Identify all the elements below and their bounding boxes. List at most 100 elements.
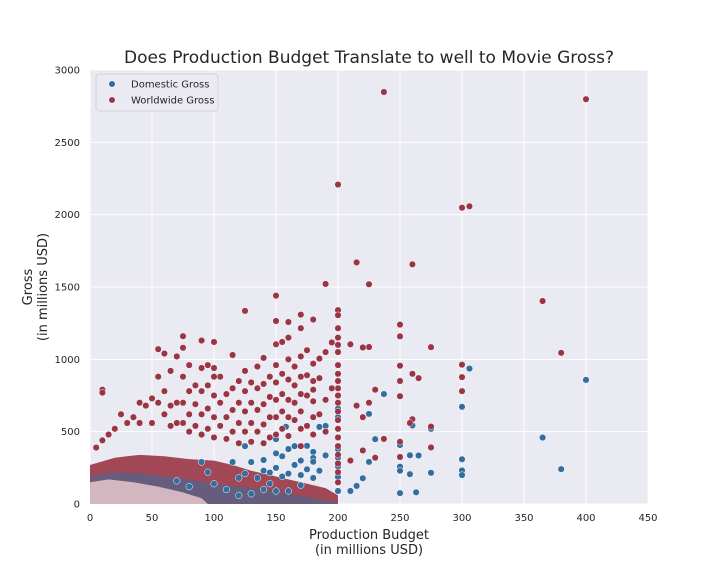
worldwide-gross-point xyxy=(204,425,212,433)
y-tick-label: 3000 xyxy=(55,66,80,77)
legend: Domestic Gross Worldwide Gross xyxy=(95,73,219,112)
domestic-gross-point xyxy=(346,487,354,495)
domestic-gross-point xyxy=(235,474,243,482)
domestic-gross-point xyxy=(291,461,299,469)
worldwide-gross-point xyxy=(179,419,187,427)
x-tick-label: 300 xyxy=(452,513,471,524)
worldwide-gross-point xyxy=(408,260,416,268)
worldwide-gross-point xyxy=(396,453,404,461)
worldwide-gross-point xyxy=(396,362,404,370)
worldwide-gross-point xyxy=(154,373,162,381)
worldwide-gross-point xyxy=(334,384,342,392)
worldwide-gross-point xyxy=(334,324,342,332)
worldwide-gross-point xyxy=(458,387,466,395)
worldwide-gross-point xyxy=(229,351,237,359)
worldwide-gross-point xyxy=(396,377,404,385)
x-tick-label: 200 xyxy=(328,513,347,524)
worldwide-gross-point xyxy=(241,387,249,395)
worldwide-gross-point xyxy=(359,446,367,455)
y-tick-label: 1000 xyxy=(55,355,80,366)
worldwide-gross-point xyxy=(154,345,162,353)
worldwide-gross-point xyxy=(260,439,268,447)
worldwide-gross-point xyxy=(198,387,206,395)
domestic-gross-point xyxy=(365,458,373,466)
x-tick-label: 450 xyxy=(638,513,657,524)
worldwide-gross-point xyxy=(297,442,305,450)
worldwide-gross-point xyxy=(148,394,156,402)
domestic-gross-point xyxy=(380,390,388,398)
domestic-gross-point xyxy=(278,452,286,460)
worldwide-gross-point xyxy=(173,352,181,360)
worldwide-gross-point xyxy=(297,311,305,319)
x-tick-label: 350 xyxy=(514,513,533,524)
worldwide-gross-point xyxy=(272,413,280,421)
worldwide-gross-point xyxy=(328,384,336,392)
worldwide-gross-point xyxy=(303,346,311,354)
worldwide-gross-point xyxy=(334,377,342,385)
worldwide-gross-point xyxy=(266,413,274,421)
worldwide-gross-point xyxy=(136,399,144,407)
domestic-gross-point xyxy=(334,487,342,495)
worldwide-gross-point xyxy=(278,407,286,415)
x-axis-label-line1: Production Budget xyxy=(309,528,429,543)
domestic-gross-point xyxy=(427,469,435,477)
worldwide-gross-point xyxy=(241,367,249,375)
worldwide-gross-point xyxy=(167,367,175,375)
domestic-gross-point xyxy=(458,471,466,479)
worldwide-gross-point xyxy=(229,428,237,436)
domestic-gross-point xyxy=(272,487,280,495)
domestic-gross-point xyxy=(396,467,404,475)
worldwide-gross-point xyxy=(210,373,218,381)
worldwide-gross-point xyxy=(247,399,255,407)
worldwide-gross-point xyxy=(229,384,237,392)
worldwide-gross-point xyxy=(123,419,131,427)
worldwide-gross-point xyxy=(266,433,274,442)
overlap-dense-cluster xyxy=(90,479,208,504)
domestic-gross-point xyxy=(415,451,423,460)
worldwide-gross-point xyxy=(458,361,466,369)
worldwide-gross-point xyxy=(396,321,404,329)
worldwide-gross-point xyxy=(427,423,435,431)
worldwide-gross-point xyxy=(465,202,473,210)
worldwide-gross-point xyxy=(191,422,199,430)
domestic-gross-point xyxy=(309,458,317,466)
worldwide-gross-point xyxy=(396,438,404,446)
worldwide-gross-point xyxy=(266,393,274,401)
domestic-gross-point xyxy=(198,458,206,466)
worldwide-gross-point xyxy=(284,413,292,421)
y-tick-label: 500 xyxy=(61,427,80,438)
data-points xyxy=(92,88,590,499)
worldwide-gross-point xyxy=(334,348,342,356)
worldwide-gross-point xyxy=(334,451,342,459)
worldwide-gross-point xyxy=(291,399,299,407)
worldwide-gross-point xyxy=(334,311,342,319)
domestic-gross-point xyxy=(297,457,305,465)
y-axis-label-line2: (in millions USD) xyxy=(36,233,51,341)
worldwide-gross-point xyxy=(315,355,323,363)
worldwide-gross-point xyxy=(380,435,388,443)
worldwide-gross-point xyxy=(365,280,373,288)
domestic-gross-point xyxy=(247,458,255,466)
domestic-gross-point xyxy=(204,468,212,476)
worldwide-gross-point xyxy=(247,438,255,446)
x-tick-label: 400 xyxy=(576,513,595,524)
worldwide-gross-point xyxy=(272,292,280,300)
worldwide-gross-point xyxy=(179,373,187,381)
worldwide-gross-point xyxy=(191,381,199,389)
worldwide-gross-point xyxy=(291,363,299,371)
worldwide-gross-point xyxy=(284,376,292,384)
worldwide-gross-point xyxy=(334,433,342,442)
worldwide-gross-point xyxy=(272,431,280,439)
worldwide-gross-point xyxy=(278,370,286,378)
worldwide-gross-point xyxy=(92,444,100,452)
worldwide-gross-point xyxy=(173,419,181,427)
worldwide-gross-point xyxy=(315,374,323,382)
y-tick-label: 2000 xyxy=(55,210,80,221)
worldwide-gross-point xyxy=(167,402,175,410)
worldwide-gross-point xyxy=(427,343,435,351)
worldwide-gross-point xyxy=(160,387,168,395)
domestic-gross-point xyxy=(309,448,317,456)
worldwide-gross-point xyxy=(334,459,342,468)
worldwide-gross-point xyxy=(297,407,305,415)
